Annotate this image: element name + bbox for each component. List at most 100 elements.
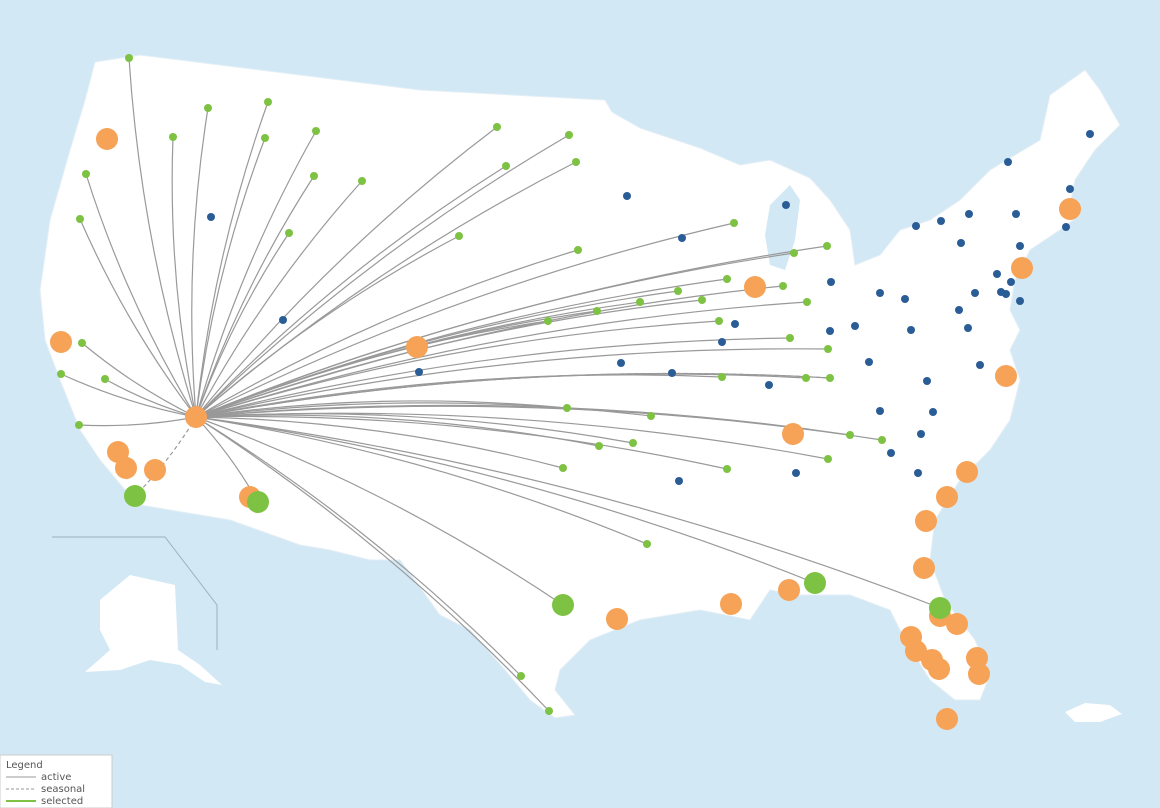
active-route: [195, 180, 363, 418]
orange-marker: [406, 336, 428, 358]
green-marker: [698, 296, 706, 304]
blue-marker: [675, 477, 683, 485]
green-marker: [878, 436, 886, 444]
blue-marker: [415, 368, 423, 376]
active-route: [79, 218, 197, 418]
active-route: [195, 301, 808, 418]
green-marker: [723, 275, 731, 283]
orange-marker: [1059, 198, 1081, 220]
orange-marker: [1011, 257, 1033, 279]
selected-marker: [804, 572, 826, 594]
green-marker: [826, 374, 834, 382]
active-route: [81, 342, 197, 418]
green-marker: [574, 246, 582, 254]
orange-marker: [936, 486, 958, 508]
active-route: [195, 374, 723, 418]
active-route: [195, 137, 266, 418]
green-marker: [75, 421, 83, 429]
legend-label: seasonal: [41, 784, 85, 795]
green-marker: [730, 219, 738, 227]
blue-marker: [955, 306, 963, 314]
green-marker: [261, 134, 269, 142]
markers: [50, 54, 1094, 730]
active-route: [128, 57, 197, 418]
blue-marker: [957, 239, 965, 247]
green-marker: [559, 464, 567, 472]
green-marker: [204, 104, 212, 112]
green-marker: [779, 282, 787, 290]
selected-marker: [552, 594, 574, 616]
blue-marker: [782, 201, 790, 209]
blue-marker: [993, 270, 1001, 278]
orange-marker: [913, 557, 935, 579]
green-marker: [629, 439, 637, 447]
green-marker: [565, 131, 573, 139]
blue-marker: [207, 213, 215, 221]
blue-marker: [851, 322, 859, 330]
blue-marker: [964, 324, 972, 332]
blue-marker: [912, 222, 920, 230]
orange-marker: [966, 647, 988, 669]
blue-marker: [1062, 223, 1070, 231]
active-route: [195, 320, 549, 418]
active-route: [195, 134, 570, 418]
blue-marker: [917, 430, 925, 438]
active-route: [195, 299, 703, 418]
blue-marker: [792, 469, 800, 477]
blue-marker: [965, 210, 973, 218]
blue-marker: [765, 381, 773, 389]
green-marker: [790, 249, 798, 257]
blue-marker: [876, 407, 884, 415]
green-marker: [563, 404, 571, 412]
green-marker: [264, 98, 272, 106]
orange-marker: [720, 593, 742, 615]
blue-marker: [279, 316, 287, 324]
orange-marker: [144, 459, 166, 481]
blue-marker: [1007, 278, 1015, 286]
blue-marker: [865, 358, 873, 366]
green-marker: [545, 707, 553, 715]
green-marker: [312, 127, 320, 135]
active-route: [195, 235, 460, 418]
active-route: [195, 412, 829, 460]
legend-title: Legend: [6, 760, 43, 771]
selected-marker: [929, 597, 951, 619]
blue-marker: [914, 469, 922, 477]
green-marker: [718, 373, 726, 381]
green-marker: [786, 334, 794, 342]
blue-marker: [718, 338, 726, 346]
active-route: [195, 415, 728, 470]
active-route: [195, 101, 269, 418]
selected-marker: [247, 491, 269, 513]
blue-marker: [971, 289, 979, 297]
green-marker: [593, 307, 601, 315]
blue-marker: [731, 320, 739, 328]
green-marker: [595, 442, 603, 450]
blue-marker: [1016, 297, 1024, 305]
blue-marker: [907, 326, 915, 334]
blue-marker: [976, 361, 984, 369]
hub-marker: [185, 406, 207, 428]
green-marker: [493, 123, 501, 131]
blue-marker: [617, 359, 625, 367]
active-route: [195, 337, 791, 418]
green-marker: [125, 54, 133, 62]
green-marker: [78, 339, 86, 347]
legend-box: [0, 754, 113, 808]
green-marker: [310, 172, 318, 180]
active-route: [195, 348, 829, 418]
green-marker: [723, 465, 731, 473]
green-marker: [101, 375, 109, 383]
active-route: [195, 130, 317, 418]
green-marker: [823, 242, 831, 250]
orange-marker: [946, 613, 968, 635]
active-route: [171, 136, 197, 418]
inset-border: [52, 536, 218, 650]
green-marker: [76, 215, 84, 223]
orange-marker: [968, 663, 990, 685]
green-marker: [358, 177, 366, 185]
green-marker: [824, 455, 832, 463]
blue-marker: [668, 369, 676, 377]
blue-marker: [1012, 210, 1020, 218]
